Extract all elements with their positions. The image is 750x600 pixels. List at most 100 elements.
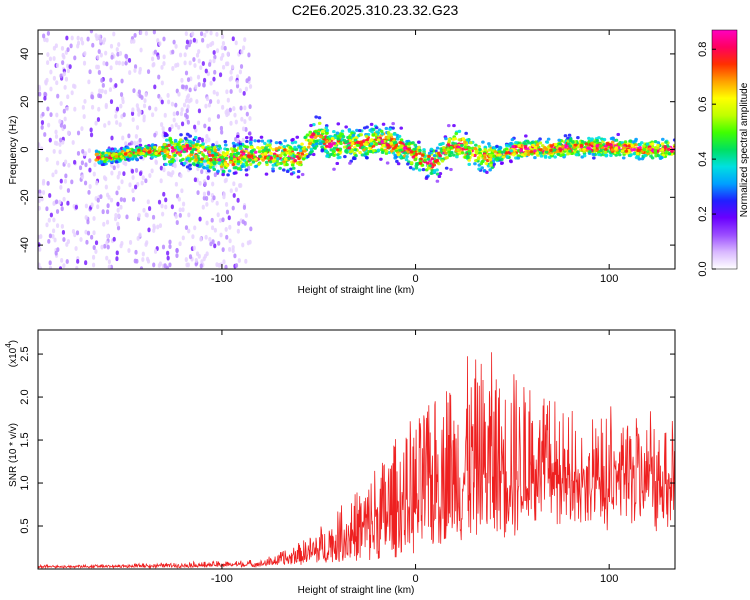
spectrogram-cell: [203, 181, 207, 187]
spectrogram-cell: [71, 83, 76, 89]
spectrogram-cell: [94, 120, 98, 126]
spectrogram-cell: [146, 199, 150, 205]
spectrogram-cell: [336, 137, 340, 141]
spectrogram-cell: [489, 163, 493, 167]
spectrogram-cell: [110, 147, 115, 151]
spectrogram-cell: [216, 114, 221, 119]
spectrogram-cell: [96, 117, 101, 122]
spectrogram-cell: [38, 91, 42, 97]
spectrogram-cell: [266, 156, 270, 160]
spectrogram-cell: [566, 141, 571, 146]
spectrogram-cell: [134, 184, 138, 190]
spectrogram-cell: [231, 162, 236, 167]
spectrogram-cell: [187, 159, 192, 163]
spectrogram-cell: [429, 171, 434, 175]
spectrogram-cell: [538, 151, 543, 155]
spectrogram-cell: [94, 240, 99, 246]
spectrogram-cell: [216, 169, 220, 173]
spectrogram-cell: [161, 244, 166, 250]
spectrogram-cell: [489, 161, 494, 165]
spectrogram-cell: [407, 147, 411, 151]
spectrogram-cell: [418, 161, 423, 165]
spectrogram-cell: [170, 204, 174, 210]
spectrogram-cell: [452, 123, 456, 128]
spectrogram-cell: [535, 151, 539, 155]
spectrogram-cell: [128, 70, 132, 75]
spectrogram-cell: [409, 150, 414, 154]
spectrogram-cell: [75, 230, 80, 236]
spectrogram-cell: [58, 149, 62, 155]
spectrogram-cell: [196, 146, 201, 150]
spectrogram-cell: [235, 83, 240, 89]
spectrogram-cell: [444, 166, 449, 170]
spectrogram-cell: [233, 112, 237, 118]
spectrogram-cell: [104, 153, 109, 157]
spectrogram-cell: [65, 35, 69, 41]
spectrogram-cell: [272, 154, 277, 158]
spectrogram-cell: [245, 111, 249, 117]
spectrogram-cell: [59, 73, 63, 79]
spectrogram-cell: [348, 139, 353, 143]
spectrogram-cell: [183, 60, 187, 66]
spectrogram-cell: [539, 154, 544, 158]
spectrogram-cell: [451, 153, 456, 157]
spectrogram-cell: [242, 205, 247, 210]
spectrogram-cell: [293, 145, 297, 149]
spectrogram-cell: [267, 143, 272, 147]
spectrogram-cell: [60, 223, 64, 229]
spectrogram-cell: [58, 142, 62, 147]
spectrogram-cell: [58, 199, 62, 205]
spectrogram-cell: [209, 80, 213, 86]
spectrogram-cell: [130, 111, 135, 117]
spectrogram-cell: [543, 155, 548, 159]
spectrogram-cell: [188, 144, 193, 148]
spectrogram-cell: [389, 141, 393, 145]
spectrogram-cell: [516, 156, 521, 160]
spectrogram-cell: [84, 162, 88, 168]
spectrogram-cell: [195, 99, 199, 104]
spectrogram-cell: [65, 106, 69, 112]
spectrogram-cell: [156, 224, 160, 230]
spectrogram-cell: [168, 244, 172, 250]
spectrogram-cell: [483, 153, 487, 157]
spectrogram-cell: [380, 132, 385, 136]
spectrogram-cell: [481, 140, 485, 144]
spectrogram-cell: [46, 106, 50, 112]
spectrogram-cell: [168, 162, 173, 166]
spectrogram-cell: [180, 107, 184, 113]
spectrogram-cell: [474, 158, 478, 163]
spectrogram-cell: [174, 181, 178, 187]
spectrogram-cell: [224, 156, 228, 160]
spectrogram-cell: [395, 137, 400, 141]
spectrogram-cell: [660, 147, 665, 152]
spectrogram-cell: [178, 52, 183, 58]
spectrogram-cell: [588, 149, 592, 154]
spectrogram-cell: [116, 225, 121, 231]
spectrogram-cell: [245, 139, 249, 144]
spectrogram-cell: [97, 49, 101, 54]
spectrogram-cell: [229, 120, 233, 126]
spectrogram-cell: [241, 137, 245, 143]
spectrogram-cell: [207, 117, 211, 123]
spectrogram-cell: [314, 139, 318, 143]
snr-series-line: [38, 352, 675, 569]
spectrogram-cell: [196, 149, 201, 153]
spectrogram-cell: [236, 159, 241, 164]
spectrogram-cell: [96, 55, 100, 60]
spectrogram-cell: [324, 126, 329, 130]
spectrogram-cell: [293, 159, 298, 163]
spectrogram-cell: [175, 248, 179, 254]
spectrogram-cell: [45, 37, 49, 43]
spectrogram-cell: [170, 149, 175, 153]
spectrogram-cell: [115, 256, 119, 262]
spectrogram-cell: [143, 98, 147, 104]
spectrogram-cell: [115, 60, 119, 66]
spectrogram-cell: [66, 130, 71, 136]
spectrogram-cell: [238, 88, 242, 94]
spectrogram-cell: [226, 97, 230, 103]
spectrogram-cell: [467, 146, 472, 150]
spectrogram-cell: [344, 140, 348, 144]
spectrogram-cell: [86, 36, 90, 42]
spectrogram-cell: [212, 58, 216, 64]
spectrogram-cell: [192, 245, 196, 251]
